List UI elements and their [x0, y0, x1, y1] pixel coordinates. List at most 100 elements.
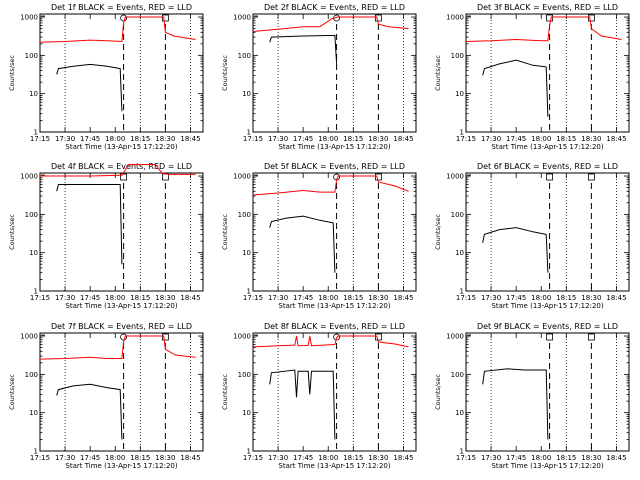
plot-frame [252, 332, 417, 452]
plot-frame [39, 172, 204, 292]
black-series-line [56, 383, 123, 440]
square-marker [161, 333, 169, 341]
y-tick-label: 1000 [233, 173, 251, 181]
x-axis-label: Start Time (13-Apr-15 17:12:20) [278, 143, 390, 151]
x-tick-label: 18:15 [556, 294, 576, 302]
x-tick-label: 18:00 [318, 135, 338, 143]
y-axis-label: Counts/sec [434, 214, 442, 250]
circle-marker [120, 14, 127, 22]
chart-title: Det 7f BLACK = Events, RED = LLD [51, 322, 192, 331]
x-axis-label: Start Time (13-Apr-15 17:12:20) [278, 462, 390, 470]
x-tick-label: 17:15 [243, 294, 263, 302]
plot-frame [252, 172, 417, 292]
x-tick-label: 18:30 [155, 135, 175, 143]
plot-frame [39, 332, 204, 452]
chart-panel-8: Det 8f BLACK = Events, RED = LLD 1 10 100 10… [221, 322, 417, 470]
chart-title: Det 6f BLACK = Events, RED = LLD [477, 162, 618, 171]
x-tick-label: 17:45 [506, 454, 526, 462]
y-tick-label: 100 [451, 371, 464, 379]
y-tick-label: 100 [25, 52, 38, 60]
y-tick-label: 10 [455, 409, 464, 417]
square-marker [374, 173, 382, 181]
x-tick-label: 18:30 [581, 135, 601, 143]
y-tick-label: 1000 [233, 333, 251, 341]
square-marker [161, 173, 169, 181]
y-tick-label: 10 [242, 409, 251, 417]
plot-frame [465, 172, 630, 292]
y-tick-label: 100 [238, 52, 251, 60]
x-tick-label: 18:15 [343, 135, 363, 143]
x-tick-label: 18:15 [130, 294, 150, 302]
x-tick-label: 17:15 [30, 294, 50, 302]
y-tick-label: 1000 [20, 14, 38, 22]
x-tick-label: 17:45 [293, 454, 313, 462]
square-marker [546, 14, 553, 22]
black-series-line [482, 227, 549, 273]
x-tick-label: 18:45 [180, 294, 200, 302]
red-series-line [252, 335, 409, 348]
x-tick-label: 17:30 [268, 294, 288, 302]
x-tick-label: 17:30 [55, 454, 75, 462]
y-axis-label: Counts/sec [434, 55, 442, 91]
x-tick-label: 17:30 [55, 135, 75, 143]
x-tick-label: 17:15 [456, 135, 476, 143]
x-tick-label: 18:30 [368, 454, 388, 462]
x-tick-label: 17:30 [481, 294, 501, 302]
x-tick-label: 17:15 [243, 135, 263, 143]
y-tick-label: 100 [451, 52, 464, 60]
y-tick-label: 10 [242, 249, 251, 257]
x-tick-label: 18:00 [318, 454, 338, 462]
x-tick-label: 18:45 [180, 454, 200, 462]
y-tick-label: 10 [29, 90, 38, 98]
y-axis-label: Counts/sec [8, 55, 16, 91]
x-tick-label: 17:15 [30, 454, 50, 462]
x-tick-label: 18:45 [393, 454, 413, 462]
x-axis-label: Start Time (13-Apr-15 17:12:20) [491, 462, 603, 470]
y-axis-label: Counts/sec [221, 374, 229, 410]
x-axis-label: Start Time (13-Apr-15 17:12:20) [65, 302, 177, 310]
y-tick-label: 10 [455, 249, 464, 257]
y-tick-label: 1 [247, 448, 251, 456]
plot-frame [465, 13, 630, 133]
y-axis-label: Counts/sec [221, 55, 229, 91]
x-tick-label: 18:30 [368, 294, 388, 302]
x-tick-label: 18:45 [393, 294, 413, 302]
x-tick-label: 17:45 [80, 454, 100, 462]
x-tick-label: 17:45 [293, 135, 313, 143]
y-tick-label: 1 [460, 448, 464, 456]
x-tick-label: 18:15 [556, 454, 576, 462]
chart-panel-4: Det 4f BLACK = Events, RED = LLD 1 10 100 10… [8, 162, 204, 310]
y-tick-label: 1 [34, 288, 38, 296]
x-tick-label: 17:15 [30, 135, 50, 143]
square-marker [374, 333, 382, 341]
square-marker [546, 333, 553, 341]
black-series-line [269, 35, 338, 64]
y-tick-label: 1 [247, 288, 251, 296]
y-tick-label: 100 [25, 371, 38, 379]
x-tick-label: 18:00 [105, 135, 125, 143]
x-tick-label: 18:15 [556, 135, 576, 143]
black-series-line [482, 368, 549, 440]
x-tick-label: 17:30 [481, 135, 501, 143]
x-axis-label: Start Time (13-Apr-15 17:12:20) [278, 302, 390, 310]
square-marker [374, 14, 382, 22]
x-tick-label: 17:15 [456, 454, 476, 462]
square-marker [120, 173, 127, 181]
square-marker [161, 14, 169, 22]
red-series-line [39, 16, 196, 43]
x-tick-label: 17:45 [506, 135, 526, 143]
y-tick-label: 10 [242, 90, 251, 98]
red-series-line [252, 175, 409, 196]
y-tick-label: 1 [34, 129, 38, 137]
chart-title: Det 8f BLACK = Events, RED = LLD [264, 322, 405, 331]
x-tick-label: 18:15 [130, 135, 150, 143]
x-tick-label: 17:30 [55, 294, 75, 302]
x-tick-label: 17:15 [456, 294, 476, 302]
chart-panel-7: Det 7f BLACK = Events, RED = LLD 1 10 100 10… [8, 322, 204, 470]
square-marker [587, 333, 595, 341]
black-series-line [269, 369, 336, 440]
chart-panel-5: Det 5f BLACK = Events, RED = LLD 1 10 100 10… [221, 162, 417, 310]
x-tick-label: 18:45 [606, 135, 626, 143]
chart-title: Det 4f BLACK = Events, RED = LLD [51, 162, 192, 171]
square-marker [546, 173, 553, 181]
